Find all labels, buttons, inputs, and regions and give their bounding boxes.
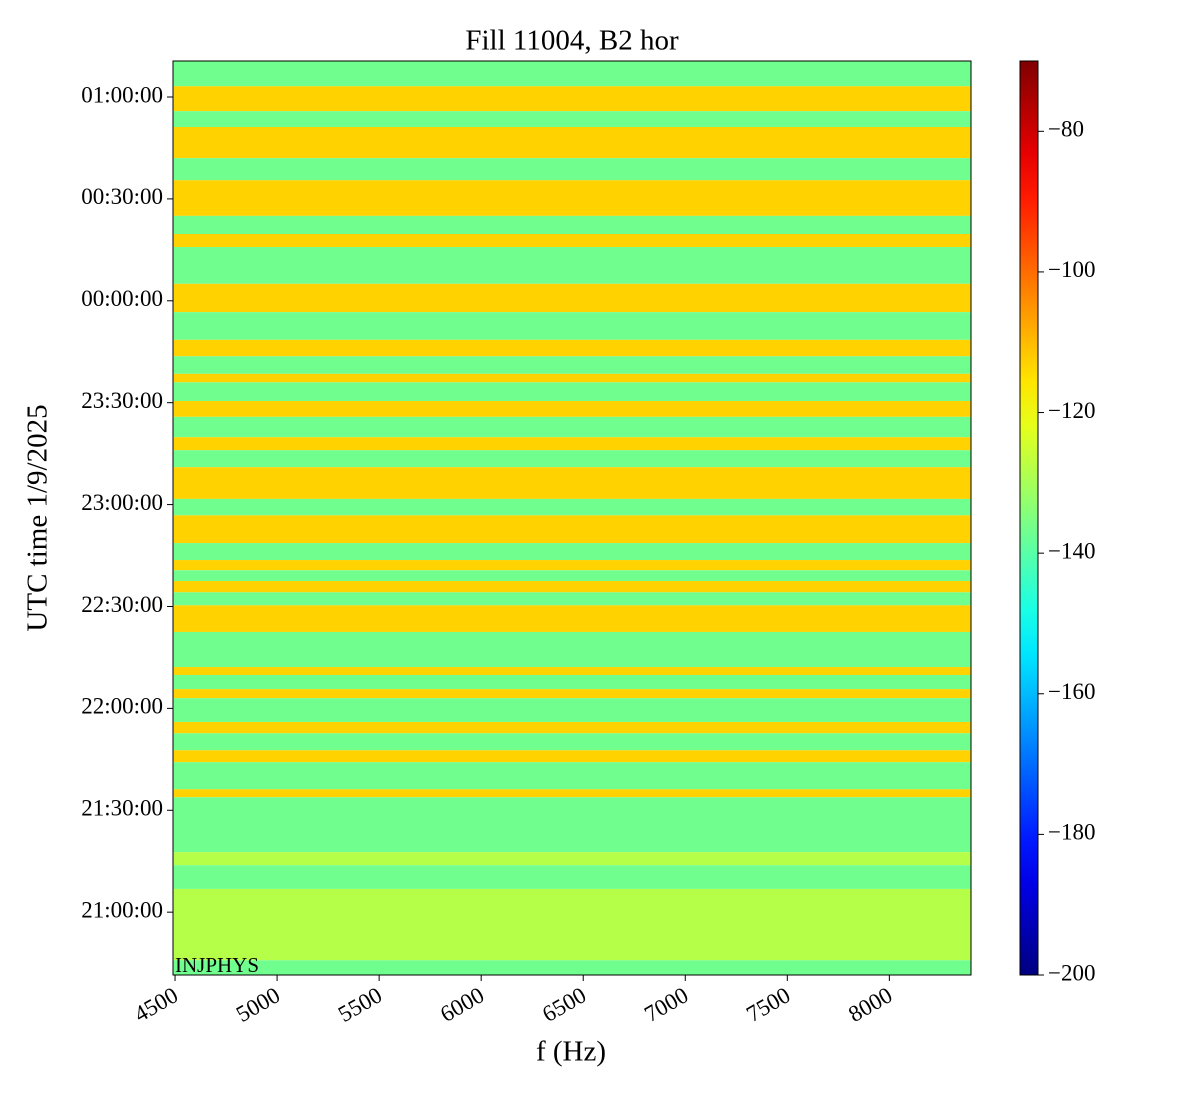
y-tick-label: 21:30:00 xyxy=(81,796,163,821)
colorbar-tick-label: −200 xyxy=(1048,960,1095,985)
heatmap-row xyxy=(173,852,971,866)
y-tick-label: 22:00:00 xyxy=(81,694,163,719)
heatmap-row xyxy=(173,689,971,699)
heatmap-row xyxy=(173,233,971,248)
heatmap-row xyxy=(173,674,971,690)
heatmap-row xyxy=(173,215,971,234)
heatmap-row xyxy=(173,339,971,357)
heatmap-row xyxy=(173,86,971,112)
y-tick-label: 22:30:00 xyxy=(81,592,163,617)
heatmap-row xyxy=(173,570,971,582)
heatmap-row xyxy=(173,605,971,632)
heatmap-row xyxy=(173,667,971,675)
x-tick-label: 5000 xyxy=(232,982,284,1027)
colorbar-tick-label: −180 xyxy=(1048,820,1095,845)
heatmap-row xyxy=(173,450,971,468)
chart-title: Fill 11004, B2 hor xyxy=(465,25,679,57)
y-tick-label: 00:30:00 xyxy=(81,184,163,209)
heatmap-row xyxy=(173,721,971,734)
x-tick-label: 5500 xyxy=(334,982,386,1027)
x-axis-label: f (Hz) xyxy=(536,1036,606,1068)
x-tick-label: 8000 xyxy=(844,982,896,1027)
colorbar-tick-label: −140 xyxy=(1048,538,1095,563)
heatmap-row xyxy=(173,400,971,417)
x-tick-label: 6000 xyxy=(436,982,488,1027)
heatmap-row xyxy=(173,247,971,284)
x-tick-label: 7500 xyxy=(742,982,794,1027)
heatmap-row xyxy=(173,382,971,401)
y-tick-label: 00:00:00 xyxy=(81,286,163,311)
colorbar xyxy=(1019,60,1039,976)
colorbar-tick-label: −160 xyxy=(1048,679,1095,704)
heatmap-row xyxy=(173,789,971,798)
y-tick-label: 23:30:00 xyxy=(81,388,163,413)
x-tick-label: 6500 xyxy=(538,982,590,1027)
colorbar-tick-label: −100 xyxy=(1048,257,1095,282)
heatmap-row xyxy=(173,61,971,87)
x-tick-label: 4500 xyxy=(130,982,182,1027)
heatmap-row xyxy=(173,515,971,544)
heatmap-row xyxy=(173,127,971,159)
heatmap-row xyxy=(173,592,971,606)
heatmap-row xyxy=(173,312,971,340)
heatmap-row xyxy=(173,560,971,571)
heatmap-row xyxy=(173,111,971,128)
heatmap-row xyxy=(173,631,971,668)
heatmap-row xyxy=(173,416,971,438)
y-tick-label: 21:00:00 xyxy=(81,897,163,922)
heatmap-row xyxy=(173,467,971,499)
heatmap-row xyxy=(173,865,971,889)
heatmap-row xyxy=(173,543,971,561)
heatmap-row xyxy=(173,960,971,975)
colorbar-tick-label: −120 xyxy=(1048,398,1095,423)
heatmap-row xyxy=(173,581,971,593)
plot-frame xyxy=(172,60,972,976)
y-tick-label: 23:00:00 xyxy=(81,490,163,515)
heatmap-row xyxy=(173,283,971,313)
y-tick-label: 01:00:00 xyxy=(81,82,163,107)
heatmap-row xyxy=(173,356,971,374)
heatmap-row xyxy=(173,750,971,763)
heatmap-row xyxy=(173,888,971,961)
heatmap-row xyxy=(173,437,971,451)
heatmap-row xyxy=(173,498,971,516)
heatmap-row xyxy=(173,180,971,216)
heatmap-row xyxy=(173,762,971,790)
heatmap-row xyxy=(173,797,971,853)
colorbar-tick-label: −80 xyxy=(1048,117,1084,142)
heatmap-row xyxy=(173,698,971,722)
heatmap-row xyxy=(173,373,971,383)
y-axis-label: UTC time 1/9/2025 xyxy=(22,404,54,631)
heatmap-row xyxy=(173,158,971,181)
x-tick-label: 7000 xyxy=(640,982,692,1027)
annotation: INJPHYS xyxy=(175,953,259,977)
heatmap-row xyxy=(173,733,971,751)
